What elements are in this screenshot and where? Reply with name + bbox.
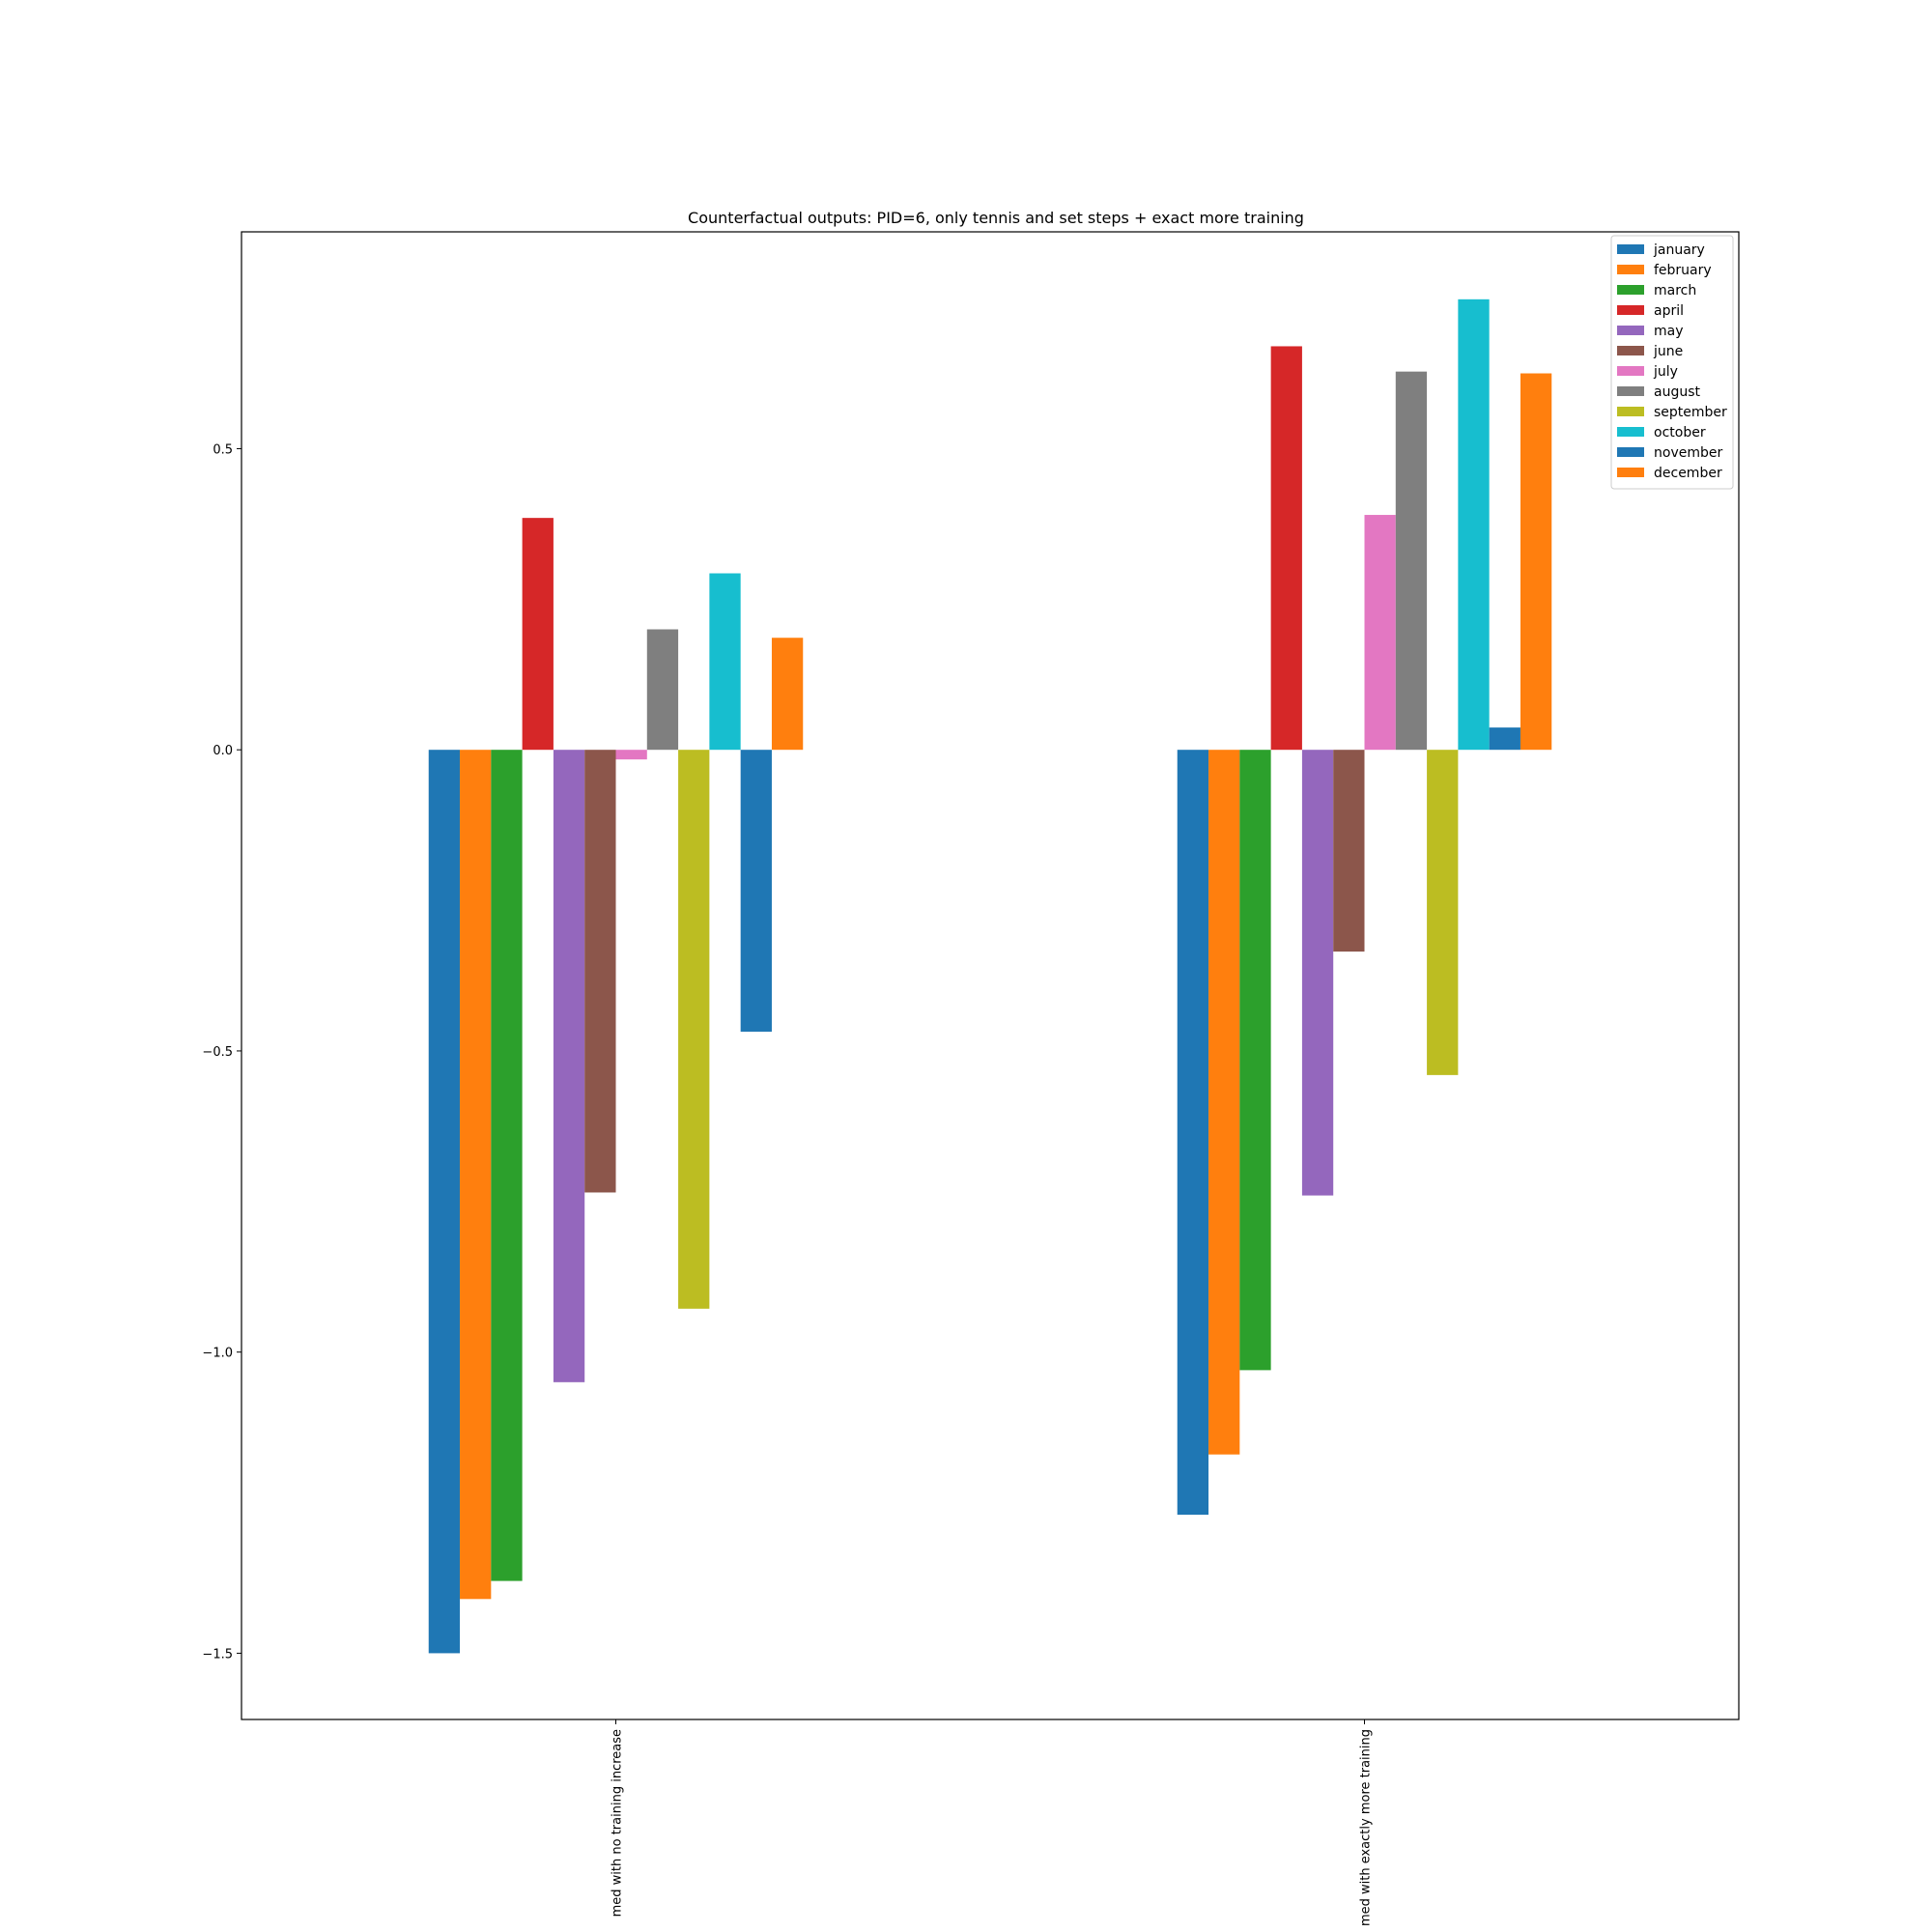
bar-february-0 [460,750,492,1600]
bar-april-1 [1270,346,1302,751]
chart-title: Counterfactual outputs: PID=6, only tenn… [688,209,1304,227]
legend-label-october: october [1654,425,1706,440]
legend-label-may: may [1654,324,1684,339]
bar-july-1 [1364,515,1396,751]
legend-swatch-january [1617,244,1644,254]
legend-swatch-october [1617,427,1644,437]
x-tick-label: med with no training increase [611,1729,625,1917]
bar-march-1 [1239,750,1271,1371]
legend-swatch-august [1617,386,1644,396]
y-tick-label: −0.5 [202,1045,233,1060]
legend-swatch-september [1617,407,1644,416]
legend-label-july: july [1653,364,1678,380]
x-axis: med with no training increase med with ex… [611,1719,1374,1926]
bar-august-0 [646,629,679,751]
y-tick-label: −1.5 [202,1647,233,1662]
bar-may-1 [1301,750,1334,1196]
bar-december-0 [771,638,804,751]
y-axis: 0.5 0.0 −0.5 −1.0 −1.5 [202,442,242,1662]
bar-july-0 [615,750,647,760]
legend-swatch-march [1617,285,1644,295]
legend-label-march: march [1654,283,1696,298]
bar-january-0 [428,750,461,1654]
legend-box [1610,235,1734,490]
legend-swatch-june [1617,346,1644,355]
legend-swatch-may [1617,326,1644,335]
legend-swatch-april [1617,305,1644,315]
legend-label-april: april [1654,303,1684,319]
bar-january-1 [1177,750,1209,1516]
bar-august-1 [1395,371,1428,751]
bar-april-0 [522,518,554,751]
bar-june-1 [1333,750,1365,952]
legend-swatch-december [1617,468,1644,477]
legend-swatch-february [1617,265,1644,274]
legend-label-august: august [1654,384,1701,400]
legend-label-june: june [1653,344,1683,359]
legend-label-november: november [1654,445,1722,461]
bars-group [428,298,1552,1654]
x-tick-label: med with exactly more training [1359,1729,1374,1926]
bar-september-0 [678,750,710,1309]
bar-october-1 [1458,298,1490,751]
legend-label-january: january [1653,242,1705,258]
legend: january february march april may june july augu… [1610,235,1734,490]
bar-november-0 [740,750,772,1032]
bar-march-0 [491,750,523,1581]
y-tick-label: 0.5 [213,442,233,457]
bar-november-1 [1489,727,1520,751]
legend-swatch-july [1617,366,1644,376]
y-tick-label: −1.0 [202,1347,233,1361]
bar-may-0 [553,750,585,1382]
bar-june-0 [584,750,616,1193]
legend-label-december: december [1654,466,1722,481]
plot-frame [241,231,1740,1720]
legend-label-september: september [1654,405,1727,420]
bar-october-0 [709,573,741,751]
legend-swatch-november [1617,447,1644,457]
legend-label-february: february [1654,263,1712,278]
bar-december-1 [1520,373,1552,751]
bar-september-1 [1427,750,1459,1075]
y-tick-label: 0.0 [213,744,233,758]
bar-february-1 [1208,750,1240,1455]
